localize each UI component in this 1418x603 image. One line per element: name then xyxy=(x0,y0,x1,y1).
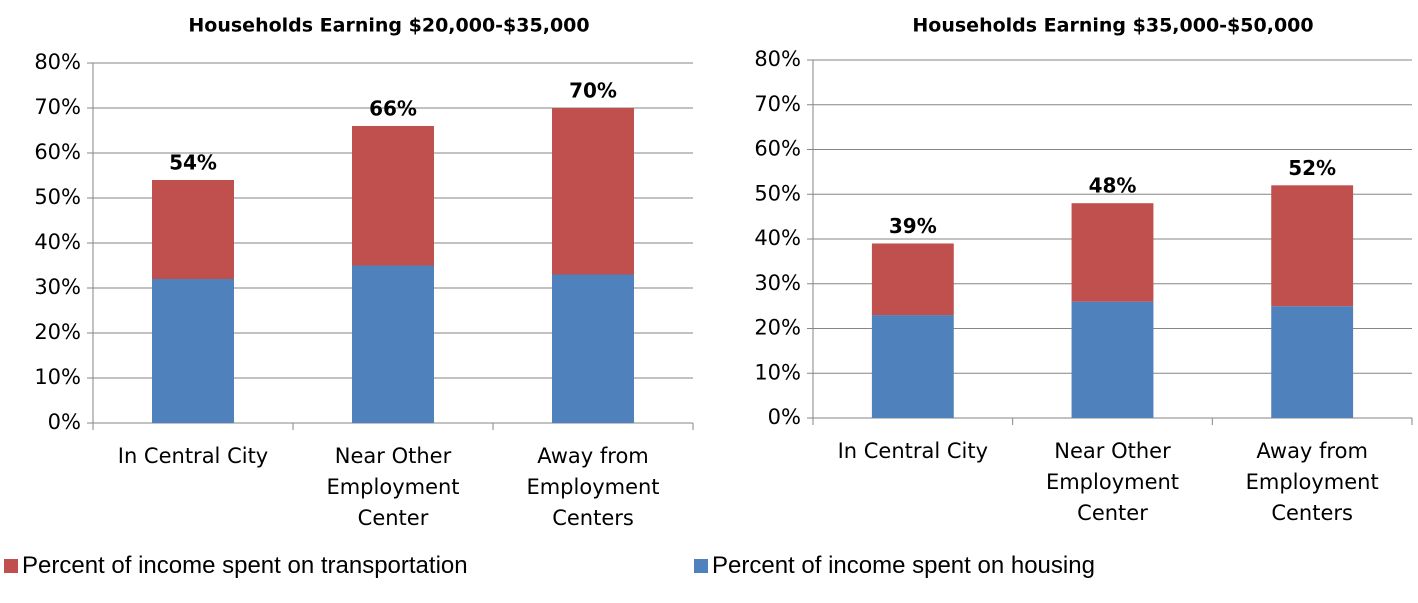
bar-segment xyxy=(152,180,234,279)
chart-title: Households Earning $20,000-$35,000 xyxy=(188,15,589,37)
y-tick-label: 60% xyxy=(34,140,81,164)
legend-label: Percent of income spent on transportatio… xyxy=(22,552,468,579)
y-tick-label: 20% xyxy=(34,320,81,344)
bar-segment xyxy=(352,126,434,266)
y-tick-label: 80% xyxy=(754,47,801,71)
y-tick-label: 40% xyxy=(34,230,81,254)
y-tick-label: 70% xyxy=(34,95,81,119)
y-tick-label: 60% xyxy=(754,137,801,161)
x-tick-label: Near Other Employment Center xyxy=(1045,439,1180,525)
bar-segment xyxy=(552,108,634,275)
total-label: 70% xyxy=(569,79,617,103)
bar-segment xyxy=(1071,301,1154,418)
total-label: 66% xyxy=(369,97,417,121)
y-tick-label: 50% xyxy=(34,185,81,209)
total-label: 39% xyxy=(889,214,937,238)
bar-segment xyxy=(1071,203,1154,302)
y-tick-label: 10% xyxy=(34,365,81,389)
x-tick-label: In Central City xyxy=(837,439,989,463)
bar-segment xyxy=(152,279,234,423)
legend-swatch xyxy=(4,559,18,573)
y-tick-label: 0% xyxy=(48,410,81,434)
y-tick-label: 40% xyxy=(754,226,801,250)
bar-segment xyxy=(871,243,954,316)
y-tick-label: 70% xyxy=(754,92,801,116)
chart-title: Households Earning $35,000-$50,000 xyxy=(912,15,1313,37)
y-tick-label: 0% xyxy=(768,405,801,429)
y-tick-label: 20% xyxy=(754,316,801,340)
y-tick-label: 80% xyxy=(34,50,81,74)
legend-item: Percent of income spent on housing xyxy=(694,552,1095,580)
x-tick-label: Away from Employment Centers xyxy=(1245,439,1379,525)
bar-segment xyxy=(552,274,634,423)
x-tick-label: Away from Employment Centers xyxy=(526,444,660,530)
legend-swatch xyxy=(694,559,708,573)
y-tick-label: 30% xyxy=(34,275,81,299)
x-tick-label: Near Other Employment Center xyxy=(326,444,460,530)
legend-item: Percent of income spent on transportatio… xyxy=(4,552,468,580)
y-tick-label: 10% xyxy=(754,360,801,384)
y-tick-label: 50% xyxy=(754,181,801,205)
total-label: 54% xyxy=(169,151,217,175)
legend-label: Percent of income spent on housing xyxy=(712,552,1095,579)
bar-segment xyxy=(352,265,434,423)
x-tick-label: In Central City xyxy=(117,444,269,468)
bar-segment xyxy=(1271,185,1354,307)
bar-segment xyxy=(871,315,954,418)
bar-segment xyxy=(1271,306,1354,418)
total-label: 48% xyxy=(1089,174,1137,198)
total-label: 52% xyxy=(1288,156,1336,180)
y-tick-label: 30% xyxy=(754,271,801,295)
